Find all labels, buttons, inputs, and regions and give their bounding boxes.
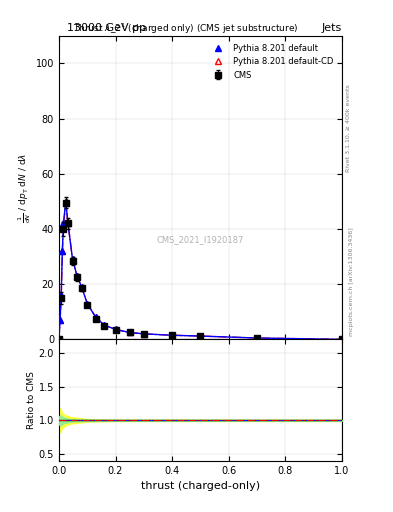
Pythia 8.201 default-CD (170, 332, 174, 338)
Legend: Pythia 8.201 default, Pythia 8.201 default-CD, CMS: Pythia 8.201 default, Pythia 8.201 defau… (206, 40, 338, 83)
Pythia 8.201 default-CD (63, 200, 68, 206)
Pythia 8.201 default-CD (127, 329, 132, 335)
Pythia 8.201 default (60, 248, 65, 254)
Pythia 8.201 default-CD (75, 273, 79, 279)
Pythia 8.201 default (75, 273, 79, 279)
Pythia 8.201 default-CD (85, 301, 90, 307)
Pythia 8.201 default (255, 335, 259, 341)
Line: Pythia 8.201 default-CD: Pythia 8.201 default-CD (56, 200, 345, 342)
Pythia 8.201 default (198, 333, 203, 339)
Pythia 8.201 default (61, 220, 66, 226)
Pythia 8.201 default (340, 336, 344, 343)
Pythia 8.201 default-CD (141, 331, 146, 337)
X-axis label: thrust (charged-only): thrust (charged-only) (141, 481, 260, 491)
Pythia 8.201 default-CD (57, 336, 61, 343)
Pythia 8.201 default (57, 336, 61, 343)
Pythia 8.201 default-CD (70, 257, 75, 263)
Text: Rivet 3.1.10, ≥ 400k events: Rivet 3.1.10, ≥ 400k events (345, 84, 350, 172)
Pythia 8.201 default (70, 257, 75, 263)
Pythia 8.201 default-CD (102, 322, 107, 328)
Pythia 8.201 default-CD (60, 248, 65, 254)
Pythia 8.201 default (85, 301, 90, 307)
Pythia 8.201 default (59, 292, 64, 298)
Text: mcplots.cern.ch [arXiv:1306.3436]: mcplots.cern.ch [arXiv:1306.3436] (349, 227, 354, 336)
Pythia 8.201 default-CD (61, 222, 66, 228)
Pythia 8.201 default (141, 331, 146, 337)
Pythia 8.201 default (94, 314, 98, 321)
Pythia 8.201 default-CD (79, 284, 84, 290)
Pythia 8.201 default (113, 326, 118, 332)
Pythia 8.201 default-CD (340, 336, 344, 343)
Pythia 8.201 default-CD (58, 317, 62, 323)
Pythia 8.201 default (170, 332, 174, 338)
Pythia 8.201 default-CD (94, 314, 98, 321)
Y-axis label: Ratio to CMS: Ratio to CMS (27, 371, 36, 429)
Pythia 8.201 default-CD (59, 293, 64, 300)
Pythia 8.201 default-CD (255, 335, 259, 341)
Y-axis label: $\frac{1}{\mathrm{d}N}$ / $\mathrm{d}p_\mathrm{T}$ $\mathrm{d}N$ / $\mathrm{d}\l: $\frac{1}{\mathrm{d}N}$ / $\mathrm{d}p_\… (17, 153, 33, 223)
Line: Pythia 8.201 default: Pythia 8.201 default (56, 199, 345, 342)
Pythia 8.201 default (127, 329, 132, 335)
Pythia 8.201 default (63, 198, 68, 204)
Pythia 8.201 default-CD (66, 220, 70, 226)
Pythia 8.201 default-CD (113, 326, 118, 332)
Pythia 8.201 default (102, 322, 107, 328)
Pythia 8.201 default (79, 284, 84, 290)
Text: Thrust $\lambda\_2^1$ (charged only) (CMS jet substructure): Thrust $\lambda\_2^1$ (charged only) (CM… (73, 22, 299, 36)
Pythia 8.201 default (66, 220, 70, 226)
Text: 13000 GeV pp: 13000 GeV pp (67, 23, 146, 33)
Text: CMS_2021_I1920187: CMS_2021_I1920187 (157, 235, 244, 244)
Pythia 8.201 default-CD (198, 333, 203, 339)
Pythia 8.201 default (58, 317, 62, 323)
Text: Jets: Jets (321, 23, 342, 33)
